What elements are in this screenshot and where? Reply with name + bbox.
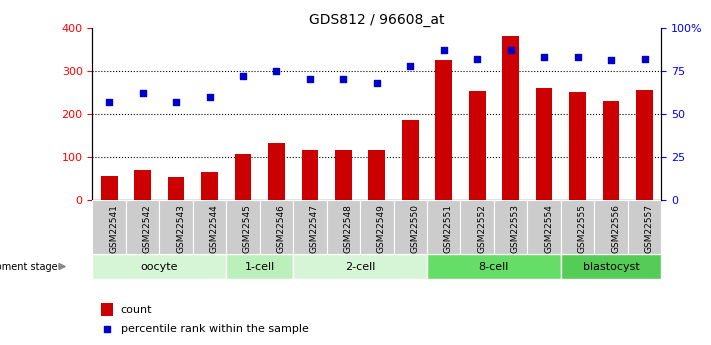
Bar [326,200,360,254]
Point [271,68,282,73]
Text: GSM22542: GSM22542 [143,204,151,253]
Bar [528,200,561,254]
Bar [101,176,117,200]
Bar [561,200,594,254]
Point [605,58,616,63]
Bar [268,143,285,200]
Text: GSM22548: GSM22548 [343,204,353,253]
Bar [168,177,184,200]
Point [572,54,583,60]
Bar [193,200,226,254]
Bar [536,88,552,200]
Bar [368,150,385,200]
Bar [502,36,519,200]
Text: GSM22556: GSM22556 [611,204,620,253]
Bar [235,154,252,200]
Bar [394,200,427,254]
Bar [301,150,319,200]
Bar [435,60,452,200]
Point [338,77,349,82]
Text: count: count [121,305,152,315]
Text: GSM22549: GSM22549 [377,204,386,253]
Bar [201,172,218,200]
Bar [260,200,293,254]
Bar [134,170,151,200]
Title: GDS812 / 96608_at: GDS812 / 96608_at [309,12,444,27]
Point [102,326,113,331]
Point [538,54,550,60]
Bar [628,200,661,254]
Bar [636,90,653,200]
Text: GSM22555: GSM22555 [577,204,587,253]
Bar [594,200,628,254]
Text: GSM22550: GSM22550 [410,204,419,253]
Bar [101,304,114,316]
Text: percentile rank within the sample: percentile rank within the sample [121,324,309,334]
Point [237,73,249,79]
Bar [226,200,260,254]
Bar [603,101,619,200]
Bar [561,254,661,279]
Point [438,47,449,53]
Text: GSM22544: GSM22544 [210,204,218,253]
Bar [494,200,528,254]
Text: GSM22543: GSM22543 [176,204,185,253]
Text: blastocyst: blastocyst [583,262,639,272]
Text: GSM22551: GSM22551 [444,204,453,253]
Bar [159,200,193,254]
Point [371,80,383,86]
Text: GSM22557: GSM22557 [644,204,653,253]
Bar [570,92,586,200]
Bar [92,200,126,254]
Text: GSM22554: GSM22554 [544,204,553,253]
Point [405,63,416,68]
Text: GSM22546: GSM22546 [277,204,285,253]
Point [171,99,182,105]
Bar [427,200,461,254]
Bar [335,150,352,200]
Bar [126,200,159,254]
Text: oocyte: oocyte [141,262,178,272]
Bar [293,200,326,254]
Point [304,77,316,82]
Text: 8-cell: 8-cell [479,262,509,272]
Text: GSM22552: GSM22552 [477,204,486,253]
Bar [427,254,561,279]
Point [204,94,215,99]
Point [638,56,650,61]
Bar [461,200,494,254]
Point [471,56,483,61]
Point [137,90,149,96]
Bar [402,120,419,200]
Bar [293,254,427,279]
Bar [469,91,486,200]
Text: development stage: development stage [0,262,58,272]
Text: GSM22545: GSM22545 [243,204,252,253]
Text: GSM22553: GSM22553 [510,204,520,253]
Point [104,99,115,105]
Text: GSM22541: GSM22541 [109,204,118,253]
Text: GSM22547: GSM22547 [310,204,319,253]
Point [505,47,516,53]
Bar [360,200,394,254]
Bar [226,254,293,279]
Text: 1-cell: 1-cell [245,262,275,272]
Bar [92,254,226,279]
Text: 2-cell: 2-cell [345,262,375,272]
